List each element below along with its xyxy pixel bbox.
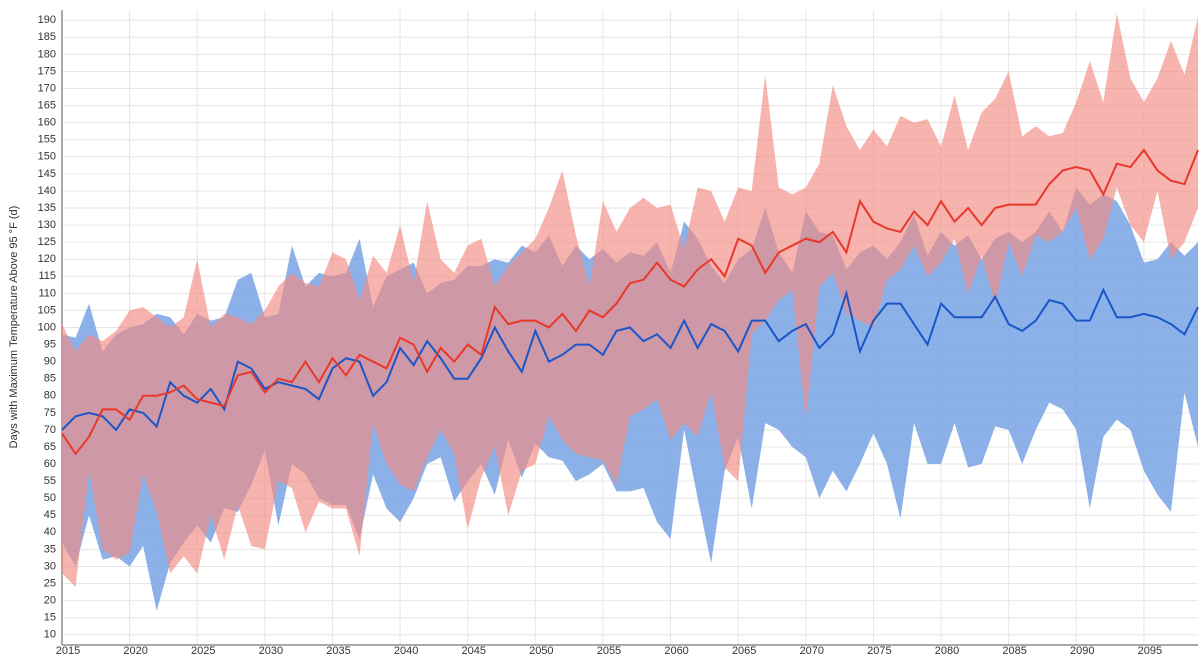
y-tick-label: 10: [44, 629, 56, 641]
y-tick-label: 150: [38, 151, 56, 163]
y-tick-label: 40: [44, 526, 56, 538]
y-tick-label: 20: [44, 595, 56, 607]
series-line: [61, 287, 1199, 432]
y-tick-label: 175: [38, 65, 56, 77]
x-tick-label: 2060: [664, 645, 688, 657]
y-tick-label: 120: [38, 253, 56, 265]
x-tick-label: 2055: [597, 645, 621, 657]
x-tick-label: 2080: [935, 645, 959, 657]
y-tick-label: 190: [38, 14, 56, 26]
y-tick-label: 80: [44, 390, 56, 402]
y-tick-label: 165: [38, 99, 56, 111]
y-tick-label: 55: [44, 475, 56, 487]
y-tick-label: 50: [44, 492, 56, 504]
y-tick-label: 60: [44, 458, 56, 470]
x-tick-label: 2040: [394, 645, 418, 657]
y-tick-label: 65: [44, 441, 56, 453]
y-tick-label: 45: [44, 509, 56, 521]
x-tick-label: 2050: [529, 645, 553, 657]
x-tick-label: 2045: [461, 645, 485, 657]
y-tick-label: 75: [44, 407, 56, 419]
y-tick-label: 185: [38, 31, 56, 43]
x-tick-label: 2030: [259, 645, 283, 657]
y-tick-label: 105: [38, 304, 56, 316]
series-line: [61, 148, 1199, 456]
y-tick-label: 85: [44, 373, 56, 385]
y-tick-label: 160: [38, 117, 56, 129]
x-tick-label: 2065: [732, 645, 756, 657]
y-tick-label: 155: [38, 134, 56, 146]
y-tick-label: 145: [38, 168, 56, 180]
y-tick-label: 115: [38, 270, 56, 282]
x-tick-label: 2035: [326, 645, 350, 657]
y-tick-label: 95: [44, 338, 56, 350]
x-tick-label: 2085: [1002, 645, 1026, 657]
x-tick-label: 2095: [1138, 645, 1162, 657]
y-tick-label: 130: [38, 219, 56, 231]
y-tick-label: 110: [38, 287, 56, 299]
y-tick-label: 15: [44, 612, 56, 624]
range-band: [62, 13, 1198, 587]
y-tick-label: 25: [44, 577, 56, 589]
y-tick-label: 90: [44, 356, 56, 368]
y-tick-label: 125: [38, 236, 56, 248]
x-tick-label: 2070: [800, 645, 824, 657]
y-tick-label: 30: [44, 560, 56, 572]
y-tick-label: 180: [38, 48, 56, 60]
y-tick-label: 170: [38, 82, 56, 94]
x-tick-label: 2075: [867, 645, 891, 657]
x-tick-label: 2025: [191, 645, 215, 657]
y-axis-label: Days with Maximum Temperature Above 95 °…: [8, 206, 20, 449]
x-tick-label: 2020: [123, 645, 147, 657]
y-tick-label: 35: [44, 543, 56, 555]
y-tick-label: 100: [38, 321, 56, 333]
x-tick-label: 2015: [56, 645, 80, 657]
x-tick-label: 2090: [1070, 645, 1094, 657]
y-tick-label: 135: [38, 202, 56, 214]
y-tick-label: 70: [44, 424, 56, 436]
y-tick-label: 140: [38, 185, 56, 197]
